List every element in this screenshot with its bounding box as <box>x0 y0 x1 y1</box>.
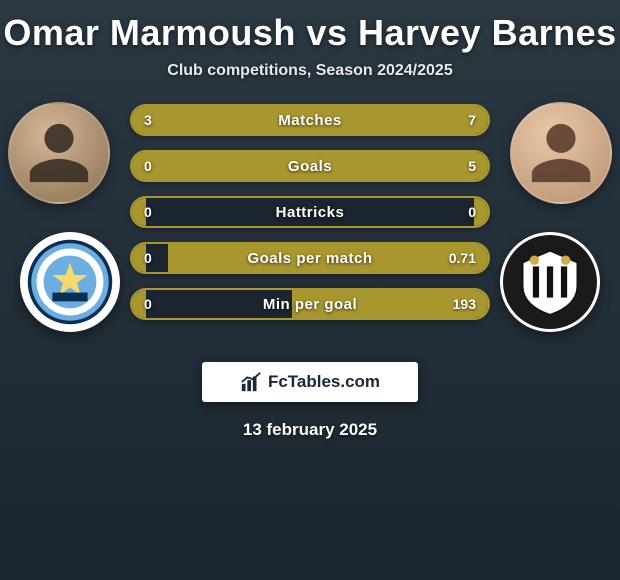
subtitle: Club competitions, Season 2024/2025 <box>0 62 620 80</box>
player-left-avatar <box>8 102 110 204</box>
page-title: Omar Marmoush vs Harvey Barnes <box>0 12 620 54</box>
mancity-crest-icon <box>26 238 114 326</box>
stat-value-right: 0.71 <box>449 244 476 272</box>
stat-value-right: 5 <box>468 152 476 180</box>
stat-row: 0Min per goal193 <box>130 288 490 320</box>
stat-value-right: 193 <box>453 290 476 318</box>
stat-value-right: 7 <box>468 106 476 134</box>
stat-value-right: 0 <box>468 198 476 226</box>
snapshot-date: 13 february 2025 <box>0 420 620 440</box>
stat-row: 0Goals5 <box>130 150 490 182</box>
barchart-icon <box>240 371 262 393</box>
source-logo: FcTables.com <box>202 362 418 402</box>
stat-label: Goals <box>132 152 488 180</box>
comparison-card: Omar Marmoush vs Harvey Barnes Club comp… <box>0 0 620 440</box>
club-left-badge <box>20 232 120 332</box>
stat-bars: 3Matches70Goals50Hattricks00Goals per ma… <box>130 104 490 334</box>
person-icon <box>24 118 94 188</box>
stat-row: 0Goals per match0.71 <box>130 242 490 274</box>
person-icon <box>526 118 596 188</box>
stat-label: Goals per match <box>132 244 488 272</box>
stat-row: 0Hattricks0 <box>130 196 490 228</box>
stat-label: Min per goal <box>132 290 488 318</box>
stat-row: 3Matches7 <box>130 104 490 136</box>
newcastle-crest-icon <box>511 243 589 321</box>
stat-label: Hattricks <box>132 198 488 226</box>
club-right-badge <box>500 232 600 332</box>
stat-label: Matches <box>132 106 488 134</box>
logo-text: FcTables.com <box>268 372 380 392</box>
comparison-area: 3Matches70Goals50Hattricks00Goals per ma… <box>0 104 620 344</box>
player-right-avatar <box>510 102 612 204</box>
